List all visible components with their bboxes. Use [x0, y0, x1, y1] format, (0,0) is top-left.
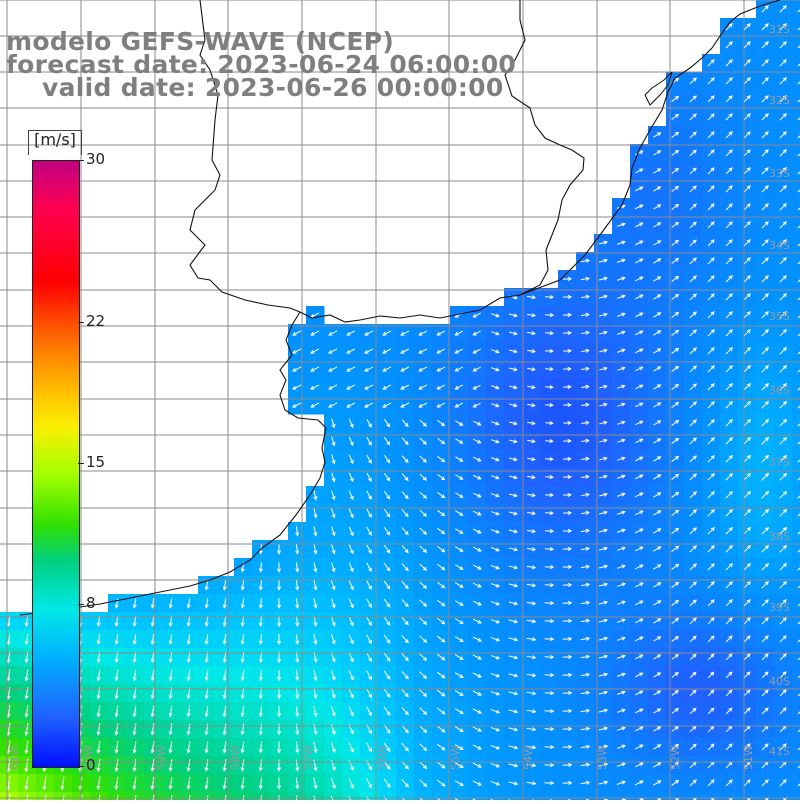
field-cell — [792, 576, 800, 595]
colorbar-unit-label: [m/s] — [30, 130, 80, 152]
colorbar-tick-mark — [78, 160, 84, 161]
latitude-label: 36S — [769, 384, 790, 397]
field-cell — [792, 594, 800, 613]
field-cell — [792, 774, 800, 793]
field-cell — [792, 0, 800, 19]
field-cell — [522, 792, 541, 800]
field-cell — [792, 720, 800, 739]
field-cell — [792, 558, 800, 577]
colorbar-tick-mark — [78, 463, 84, 464]
field-cell — [792, 522, 800, 541]
longitude-label: 61W — [8, 745, 21, 770]
field-cell — [432, 792, 451, 800]
longitude-label: 58W — [229, 745, 242, 770]
field-cell — [792, 504, 800, 523]
field-cell — [792, 198, 800, 217]
latitude-label: 35S — [769, 310, 790, 323]
field-cell — [792, 792, 800, 800]
field-cell — [378, 792, 397, 800]
field-cell — [792, 612, 800, 631]
field-cell — [792, 216, 800, 235]
longitude-label: 51W — [742, 745, 755, 770]
field-cell — [792, 126, 800, 145]
field-cell — [612, 792, 631, 800]
field-cell — [792, 108, 800, 127]
field-cell — [630, 792, 649, 800]
colorbar-tick-mark — [78, 322, 84, 323]
field-cell — [486, 792, 505, 800]
field-cell — [792, 360, 800, 379]
colorbar-tick-label: 8 — [86, 594, 96, 612]
colorbar-tick-mark — [78, 766, 84, 767]
field-cell — [306, 792, 325, 800]
latitude-label: 31S — [769, 23, 790, 36]
field-cell — [792, 648, 800, 667]
field-cell — [648, 792, 667, 800]
latitude-label: 39S — [769, 601, 790, 614]
field-cell — [558, 792, 577, 800]
field-cell — [792, 252, 800, 271]
field-cell — [576, 792, 595, 800]
field-cell — [792, 540, 800, 559]
field-cell — [342, 792, 361, 800]
field-cell — [792, 702, 800, 721]
field-cell — [792, 756, 800, 775]
colorbar-tick-label: 22 — [86, 312, 105, 330]
field-cell — [450, 792, 469, 800]
longitude-label: 52W — [669, 745, 682, 770]
field-cell — [504, 792, 523, 800]
field-cell — [792, 144, 800, 163]
field-cell — [792, 666, 800, 685]
latitude-label: 37S — [769, 456, 790, 469]
colorbar — [32, 160, 80, 768]
field-cell — [792, 180, 800, 199]
longitude-label: 53W — [596, 745, 609, 770]
field-cell — [792, 270, 800, 289]
field-cell — [540, 792, 559, 800]
colorbar-tick-label: 0 — [86, 756, 96, 774]
field-cell — [792, 90, 800, 109]
field-cell — [468, 792, 487, 800]
longitude-label: 57W — [302, 745, 315, 770]
field-cell — [792, 324, 800, 343]
field-cell — [792, 306, 800, 325]
longitude-label: 54W — [522, 745, 535, 770]
field-cell — [792, 288, 800, 307]
latitude-label: 40S — [769, 675, 790, 688]
field-cell — [792, 486, 800, 505]
latitude-label: 32S — [769, 94, 790, 107]
colorbar-tick-label: 30 — [86, 150, 105, 168]
colorbar-tick-mark — [78, 604, 84, 605]
field-cell — [396, 792, 415, 800]
latitude-label: 38S — [769, 530, 790, 543]
longitude-label: 59W — [155, 745, 168, 770]
field-cell — [792, 72, 800, 91]
field-cell — [792, 738, 800, 757]
latitude-label: 34S — [769, 239, 790, 252]
field-cell — [792, 54, 800, 73]
field-cell — [324, 792, 343, 800]
longitude-label: 56W — [376, 745, 389, 770]
field-cell — [792, 234, 800, 253]
field-cell — [792, 18, 800, 37]
field-cell — [792, 162, 800, 181]
colorbar-tick-label: 15 — [86, 453, 105, 471]
field-cell — [792, 630, 800, 649]
field-cell — [792, 342, 800, 361]
latitude-label: 33S — [769, 167, 790, 180]
field-cell — [792, 378, 800, 397]
field-cell — [414, 792, 433, 800]
field-cell — [792, 450, 800, 469]
longitude-label: 55W — [449, 745, 462, 770]
field-cell — [792, 684, 800, 703]
coastline-path — [190, 0, 584, 322]
field-cell — [792, 414, 800, 433]
field-cell — [792, 36, 800, 55]
latitude-label: 41S — [769, 745, 790, 758]
